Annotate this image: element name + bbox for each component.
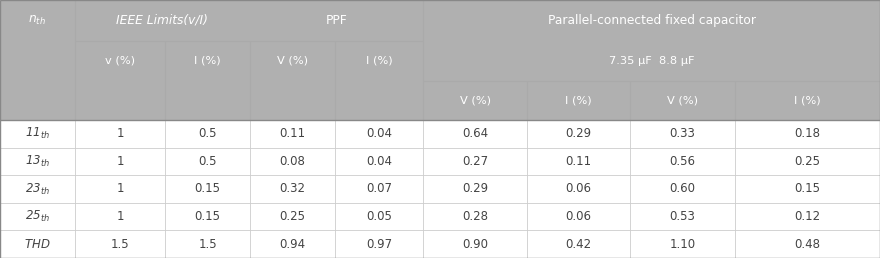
Text: 0.5: 0.5 — [198, 155, 217, 168]
Text: 0.15: 0.15 — [194, 210, 221, 223]
Text: 1: 1 — [116, 210, 124, 223]
Text: 0.18: 0.18 — [795, 127, 820, 140]
Bar — [0, 120, 880, 258]
Text: 0.29: 0.29 — [566, 127, 591, 140]
Bar — [0, 0, 880, 120]
Text: 1.10: 1.10 — [670, 238, 695, 251]
Text: I (%): I (%) — [794, 95, 821, 105]
Text: 0.42: 0.42 — [566, 238, 591, 251]
Text: 0.07: 0.07 — [366, 182, 392, 196]
Text: I (%): I (%) — [565, 95, 592, 105]
Text: 0.28: 0.28 — [462, 210, 488, 223]
Text: 1.5: 1.5 — [198, 238, 217, 251]
Text: 0.53: 0.53 — [670, 210, 695, 223]
Text: 13$_{th}$: 13$_{th}$ — [25, 154, 50, 169]
Text: 0.25: 0.25 — [795, 155, 820, 168]
Text: 0.60: 0.60 — [670, 182, 695, 196]
Text: 23$_{th}$: 23$_{th}$ — [25, 181, 50, 197]
Text: 0.25: 0.25 — [280, 210, 305, 223]
Text: Parallel-connected fixed capacitor: Parallel-connected fixed capacitor — [547, 14, 756, 27]
Text: 0.56: 0.56 — [670, 155, 695, 168]
Text: 1: 1 — [116, 155, 124, 168]
Text: 0.97: 0.97 — [366, 238, 392, 251]
Text: 0.5: 0.5 — [198, 127, 217, 140]
Text: $n_{th}$: $n_{th}$ — [28, 14, 47, 27]
Text: 0.04: 0.04 — [366, 127, 392, 140]
Text: PPF: PPF — [326, 14, 348, 27]
Text: 0.15: 0.15 — [194, 182, 221, 196]
Text: V (%): V (%) — [277, 56, 308, 66]
Text: 0.15: 0.15 — [795, 182, 820, 196]
Text: 0.04: 0.04 — [366, 155, 392, 168]
Text: 0.05: 0.05 — [366, 210, 392, 223]
Text: 0.32: 0.32 — [280, 182, 305, 196]
Text: 7.35 μF  8.8 μF: 7.35 μF 8.8 μF — [609, 56, 694, 66]
Text: 1: 1 — [116, 127, 124, 140]
Text: 0.08: 0.08 — [280, 155, 305, 168]
Text: 0.90: 0.90 — [462, 238, 488, 251]
Text: V (%): V (%) — [667, 95, 698, 105]
Text: 0.11: 0.11 — [280, 127, 305, 140]
Text: 0.48: 0.48 — [795, 238, 820, 251]
Text: 1: 1 — [116, 182, 124, 196]
Text: v (%): v (%) — [105, 56, 136, 66]
Text: 0.29: 0.29 — [462, 182, 488, 196]
Text: I (%): I (%) — [366, 56, 392, 66]
Text: 0.33: 0.33 — [670, 127, 695, 140]
Text: 0.94: 0.94 — [280, 238, 305, 251]
Text: V (%): V (%) — [459, 95, 491, 105]
Text: $THD$: $THD$ — [24, 238, 51, 251]
Text: 0.12: 0.12 — [795, 210, 820, 223]
Text: 0.64: 0.64 — [462, 127, 488, 140]
Text: 0.06: 0.06 — [566, 210, 591, 223]
Text: 25$_{th}$: 25$_{th}$ — [25, 209, 50, 224]
Text: 0.11: 0.11 — [566, 155, 591, 168]
Text: 0.27: 0.27 — [462, 155, 488, 168]
Text: 11$_{th}$: 11$_{th}$ — [25, 126, 50, 141]
Text: 1.5: 1.5 — [111, 238, 129, 251]
Text: IEEE Limits(v/I): IEEE Limits(v/I) — [116, 14, 209, 27]
Text: I (%): I (%) — [194, 56, 221, 66]
Text: 0.06: 0.06 — [566, 182, 591, 196]
